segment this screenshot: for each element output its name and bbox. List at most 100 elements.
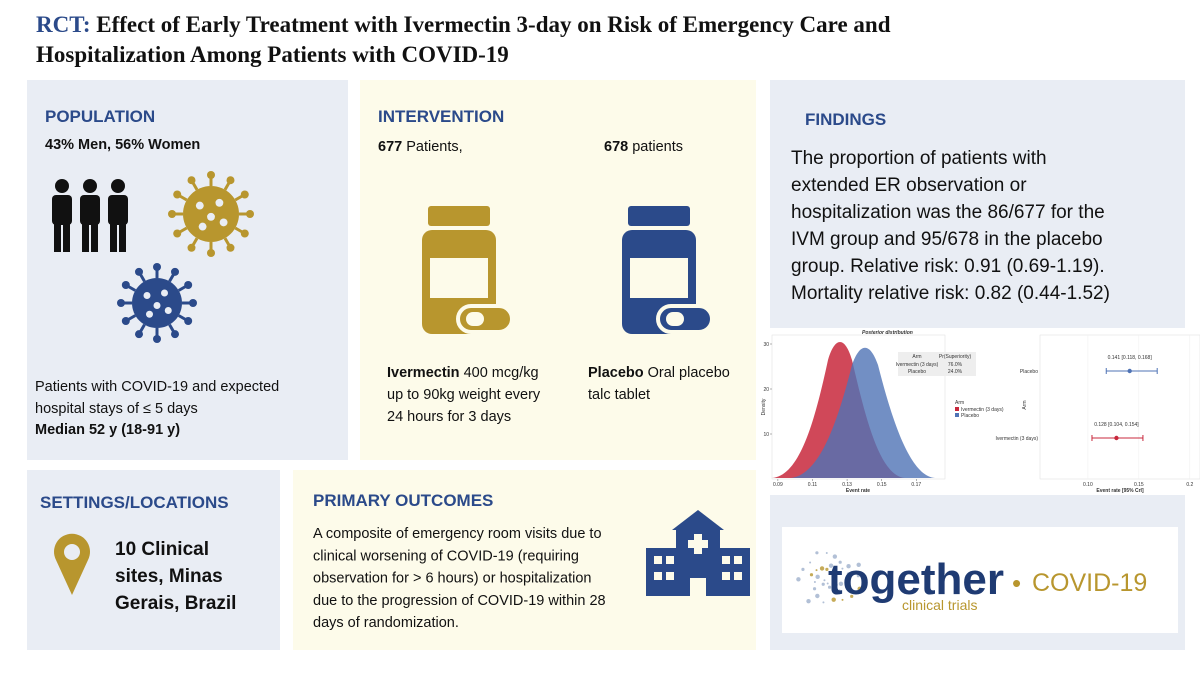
- dot: [827, 585, 832, 589]
- y-tick-label: 20: [763, 387, 769, 393]
- spike-tip: [207, 249, 215, 257]
- arm-description: talc tablet: [588, 387, 650, 403]
- dot: [850, 594, 854, 598]
- dot: [841, 567, 844, 570]
- x-axis-label: Event rate: [846, 488, 870, 494]
- virus-spot: [143, 292, 151, 299]
- dot: [826, 582, 829, 585]
- logo-dot: •: [1012, 568, 1021, 598]
- virus-spot: [219, 218, 228, 227]
- dot: [809, 561, 812, 564]
- pin-icon: [54, 533, 90, 595]
- x-tick-label: 0.15: [877, 482, 887, 488]
- dot: [857, 586, 862, 592]
- findings-line: Mortality relative risk: 0.82 (0.44-1.52…: [791, 283, 1110, 304]
- heading: POPULATION: [45, 107, 155, 126]
- spike-tip: [168, 210, 176, 218]
- x-tick-label: 0.17: [911, 482, 921, 488]
- title-text: Effect of Early Treatment with Ivermecti…: [96, 12, 890, 37]
- virus-icon: [168, 171, 254, 257]
- arm-name: Placebo: [588, 365, 644, 381]
- findings-panel: [770, 80, 1185, 328]
- population-panel: [27, 80, 348, 460]
- x-tick-label: 0.2: [1186, 482, 1193, 488]
- spike-tip: [135, 267, 143, 276]
- count: 678: [604, 139, 628, 155]
- x-tick-label: 0.13: [842, 482, 852, 488]
- dot: [838, 589, 841, 592]
- title-line: Hospitalization Among Patients with COVI…: [36, 42, 509, 67]
- arm-text: 400 mcg/kg: [460, 365, 539, 381]
- outcomes-line: due to the progression of COVID-19 withi…: [313, 593, 606, 609]
- row-label: Placebo: [1020, 369, 1038, 375]
- spike-tip: [189, 299, 197, 307]
- dot: [825, 552, 828, 555]
- legend-label: Ivermectin (3 days): [961, 407, 1004, 413]
- settings-text: sites, Minas: [115, 566, 223, 587]
- table-cell: 24.0%: [948, 369, 963, 375]
- dot: [815, 593, 820, 599]
- table-box: [898, 352, 976, 376]
- spike-tip: [240, 229, 249, 238]
- settings-text: 10 Clinical: [115, 539, 209, 560]
- y-axis-label: Arm: [1022, 400, 1028, 409]
- spike-tip: [171, 330, 179, 339]
- dot: [819, 566, 825, 571]
- spike-tip: [135, 330, 143, 339]
- spike-tip: [184, 281, 193, 289]
- dot: [812, 587, 817, 591]
- arm-count: 678 patients: [604, 139, 683, 155]
- table-header: Arm: [912, 354, 921, 360]
- dot: [832, 568, 836, 572]
- dot: [846, 563, 851, 569]
- spike-tip: [121, 317, 130, 325]
- virus-spot: [164, 307, 172, 314]
- findings-line: extended ER observation or: [791, 175, 1027, 196]
- count-text: Patients,: [402, 139, 462, 155]
- outcomes-line: clinical worsening of COVID-19 (requirin…: [313, 548, 579, 564]
- estimate-point: [1127, 368, 1132, 374]
- title-line: RCT: Effect of Early Treatment with Iver…: [36, 12, 891, 37]
- spike-tip: [173, 229, 182, 238]
- dot: [844, 579, 847, 582]
- value-label: 0.128 [0.104, 0.154]: [1094, 422, 1139, 428]
- findings-text: The proportion of patients with extended …: [791, 148, 1110, 304]
- y-tick-label: 30: [763, 342, 769, 348]
- spike-tip: [173, 190, 182, 199]
- dot: [796, 577, 801, 582]
- chart-title: Posterior distribution: [862, 330, 913, 336]
- dot: [841, 598, 844, 601]
- virus-spot: [161, 289, 168, 297]
- x-tick-label: 0.11: [808, 482, 818, 488]
- row-label: Ivermectin (3 days): [995, 436, 1038, 442]
- legend-swatch: [955, 413, 959, 417]
- heading: SETTINGS/LOCATIONS: [40, 493, 229, 512]
- heading: PRIMARY OUTCOMES: [313, 491, 493, 510]
- hospital-icon: [646, 510, 750, 596]
- findings-line: IVM group and 95/678 in the placebo: [791, 229, 1103, 250]
- dot: [815, 574, 820, 580]
- count: 677: [378, 139, 402, 155]
- arm-text: Oral placebo: [644, 365, 730, 381]
- virus-spot: [146, 310, 153, 318]
- dot: [822, 601, 825, 604]
- table-header: Pr(Superiority): [939, 354, 972, 360]
- dot: [835, 577, 837, 579]
- findings-line: group. Relative risk: 0.91 (0.69-1.19).: [791, 256, 1105, 277]
- heading: INTERVENTION: [378, 107, 504, 126]
- population-text: hospital stays of ≤ 5 days: [35, 401, 198, 417]
- table-cell: Ivermectin (3 days): [896, 362, 939, 368]
- arm-description: up to 90kg weight every: [387, 387, 541, 403]
- dot: [821, 582, 825, 586]
- dot: [838, 560, 842, 564]
- title-prefix: RCT:: [36, 12, 91, 37]
- spike-tip: [184, 317, 193, 325]
- legend-title: Arm: [955, 400, 964, 406]
- spike-tip: [171, 267, 179, 276]
- plot-area: [1039, 334, 1200, 480]
- dot: [828, 563, 834, 568]
- dot: [823, 579, 826, 582]
- population-text: Patients with COVID-19 and expected: [35, 379, 279, 395]
- estimate-point: [1114, 435, 1119, 441]
